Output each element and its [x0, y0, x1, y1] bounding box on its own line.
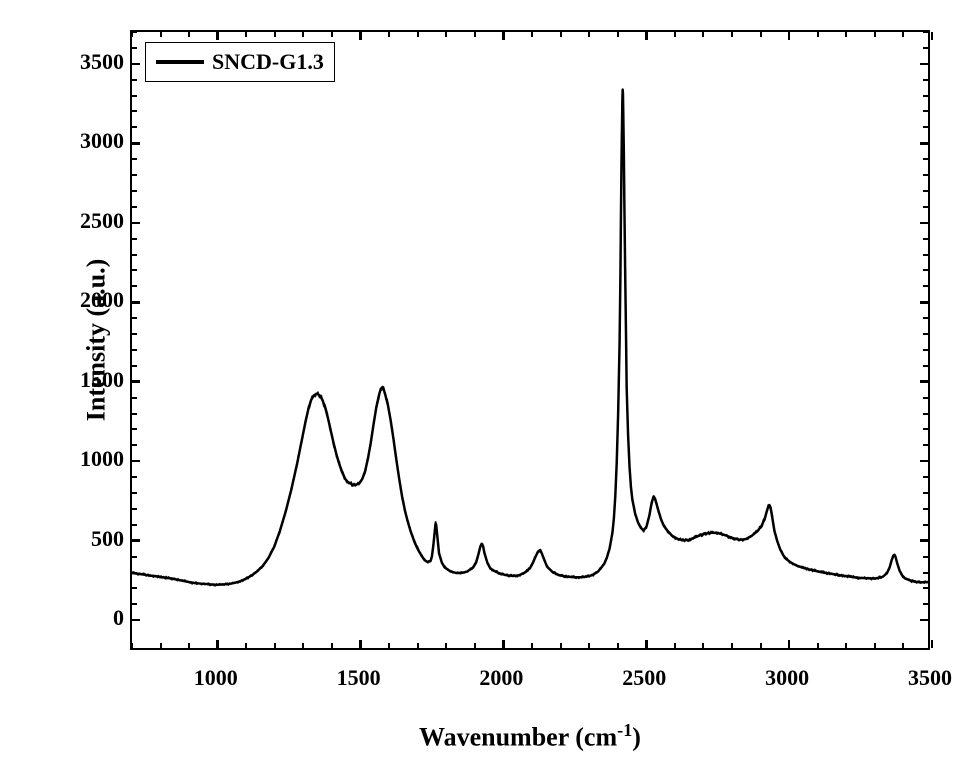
x-tick-label: 2000 — [479, 665, 523, 691]
y-axis-title: Intensity (a.u.) — [81, 259, 111, 422]
y-tick-label: 2000 — [80, 287, 124, 313]
x-tick-label: 2500 — [622, 665, 666, 691]
x-axis-title: Wavenumber (cm-1) — [419, 720, 641, 753]
x-tick-label: 1500 — [337, 665, 381, 691]
raman-spectrum-chart: SNCD-G1.3 Intensity (a.u.) Wavenumber (c… — [0, 0, 979, 771]
legend-label: SNCD-G1.3 — [212, 49, 324, 75]
y-tick-label: 1500 — [80, 367, 124, 393]
y-tick-label: 500 — [91, 526, 124, 552]
y-tick-label: 2500 — [80, 208, 124, 234]
x-axis-title-text: Wavenumber (cm — [419, 723, 617, 752]
y-tick-label: 0 — [113, 605, 124, 631]
legend-line-sample — [156, 60, 204, 64]
x-tick-label: 1000 — [194, 665, 238, 691]
plot-area — [130, 30, 930, 650]
legend: SNCD-G1.3 — [145, 42, 335, 82]
x-tick-label: 3500 — [908, 665, 952, 691]
x-axis-title-close: ) — [632, 723, 641, 752]
y-tick-label: 1000 — [80, 446, 124, 472]
x-tick-label: 3000 — [765, 665, 809, 691]
y-tick-label: 3000 — [80, 128, 124, 154]
y-tick-label: 3500 — [80, 49, 124, 75]
spectrum-line — [132, 32, 928, 648]
x-axis-title-sup: -1 — [617, 720, 632, 740]
